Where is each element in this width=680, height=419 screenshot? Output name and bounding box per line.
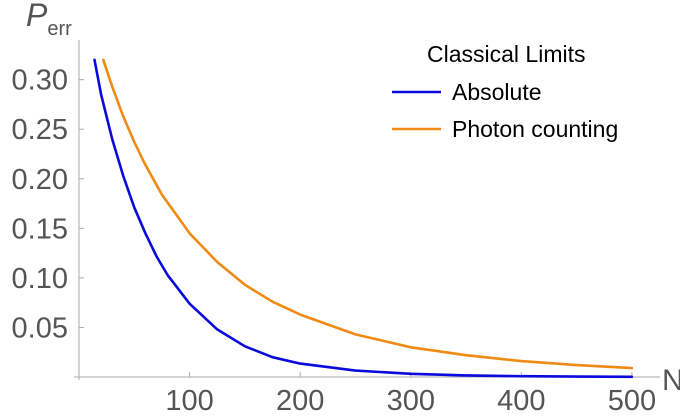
- y-axis-title-sub: err: [47, 18, 72, 40]
- series-line-absolute: [93, 58, 634, 379]
- legend-label: Photon counting: [452, 116, 618, 142]
- y-tick-label: 0.10: [12, 263, 68, 295]
- y-axis-title-main: P: [26, 0, 48, 33]
- x-axis-title: N: [662, 364, 680, 397]
- x-tick-label: 500: [608, 385, 656, 417]
- x-tick-label: 100: [165, 385, 213, 417]
- x-ticks: 100 200 300 400 500: [165, 372, 656, 417]
- series-layer: [93, 58, 634, 379]
- axes: 100 200 300 400 500 0.05 0.10 0.15 0.20 0.25 0.30: [12, 40, 660, 417]
- legend-title: Classical Limits: [427, 41, 585, 67]
- x-tick-label: 400: [497, 385, 545, 417]
- x-tick-label: 200: [276, 385, 324, 417]
- legend: Classical Limits Absolute Photon counting: [392, 41, 618, 142]
- y-ticks: 0.05 0.10 0.15 0.20 0.25 0.30: [12, 65, 84, 344]
- y-tick-label: 0.05: [12, 312, 68, 344]
- y-axis-title: Perr: [26, 0, 72, 40]
- y-tick-label: 0.25: [12, 114, 68, 146]
- legend-label: Absolute: [452, 79, 542, 105]
- y-tick-label: 0.20: [12, 164, 68, 196]
- legend-items: Absolute Photon counting: [392, 79, 618, 142]
- x-tick-label: 300: [387, 385, 435, 417]
- series-line-photon-counting: [102, 58, 634, 370]
- y-tick-label: 0.30: [12, 65, 68, 97]
- y-tick-label: 0.15: [12, 213, 68, 245]
